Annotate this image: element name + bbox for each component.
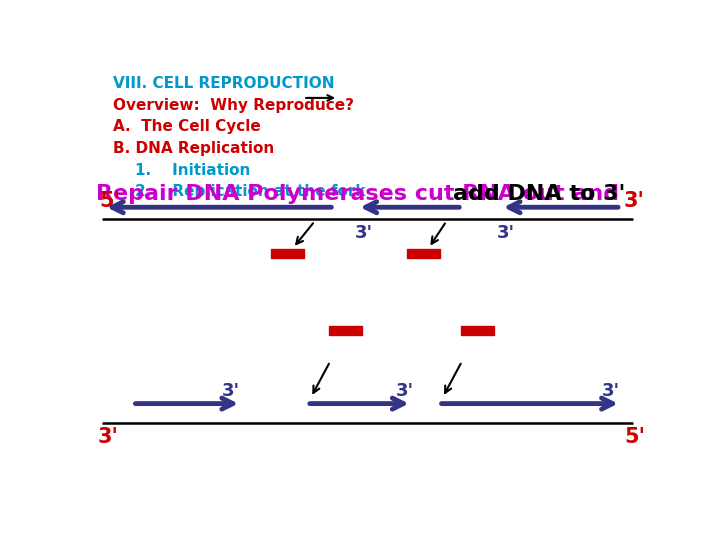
Text: 5': 5' — [99, 191, 120, 211]
Text: A.  The Cell Cycle: A. The Cell Cycle — [113, 119, 261, 134]
Text: 3': 3' — [396, 382, 414, 400]
Bar — [462, 326, 494, 335]
Text: 3': 3' — [222, 382, 240, 400]
Text: Repair DNA Polymerases cut RNA out and: Repair DNA Polymerases cut RNA out and — [96, 184, 627, 204]
Text: 3': 3' — [497, 224, 515, 242]
Text: 3': 3' — [624, 191, 644, 211]
Text: 5': 5' — [625, 427, 646, 447]
Text: VIII. CELL REPRODUCTION: VIII. CELL REPRODUCTION — [113, 76, 335, 91]
Text: 3': 3' — [355, 224, 373, 242]
Text: 3': 3' — [601, 382, 620, 400]
Text: 1.    Initiation: 1. Initiation — [135, 163, 251, 178]
Text: 3': 3' — [98, 427, 119, 447]
Text: add DNA to 3': add DNA to 3' — [453, 184, 625, 204]
Bar — [271, 249, 304, 258]
Text: B. DNA Replication: B. DNA Replication — [113, 141, 274, 156]
Bar — [330, 326, 362, 335]
Text: Overview:  Why Reproduce?: Overview: Why Reproduce? — [113, 98, 354, 113]
Text: 2.    Replication at the fork: 2. Replication at the fork — [135, 184, 366, 199]
Bar — [407, 249, 439, 258]
